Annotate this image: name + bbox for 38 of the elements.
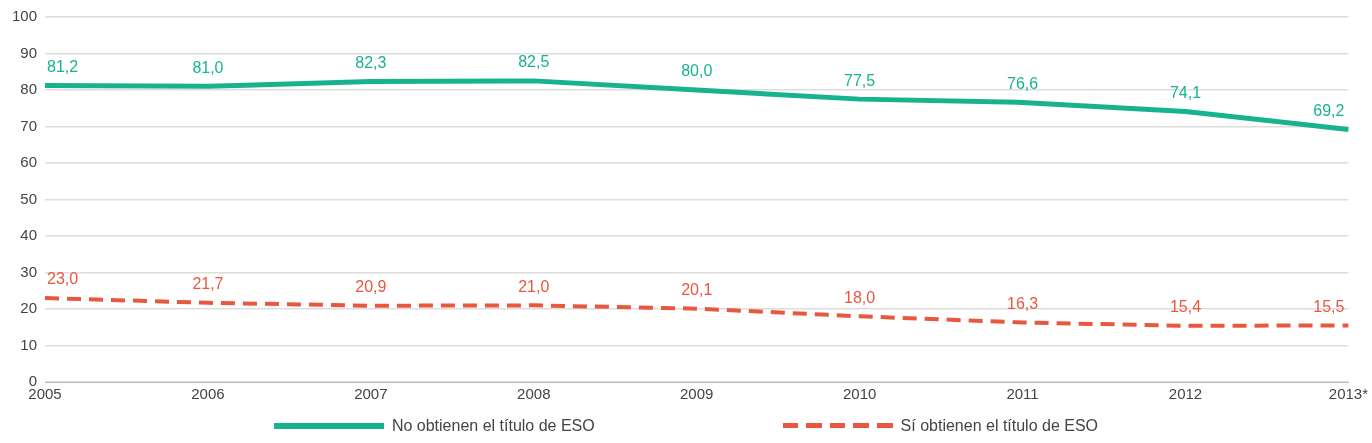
- y-tick-label: 20: [20, 299, 38, 317]
- data-label: 20,9: [355, 278, 387, 296]
- data-label: 82,5: [518, 53, 550, 71]
- x-tick-label: 2011: [1006, 385, 1039, 403]
- x-tick-label: 2010: [842, 385, 877, 403]
- y-tick-label: 50: [20, 189, 38, 207]
- data-label: 76,6: [1006, 74, 1039, 92]
- data-label: 15,4: [1169, 298, 1202, 316]
- data-label: 18,0: [844, 288, 876, 306]
- data-label: 81,0: [192, 58, 224, 76]
- data-label: 15,5: [1313, 297, 1345, 315]
- y-tick-label: 40: [20, 226, 38, 244]
- x-tick-label: 2007: [354, 385, 388, 403]
- data-label: 77,5: [844, 71, 876, 89]
- y-tick-label: 60: [20, 153, 38, 171]
- x-tick-label: 2009: [680, 385, 714, 403]
- data-label: 82,3: [355, 54, 387, 72]
- data-label: 80,0: [681, 62, 713, 80]
- y-tick-label: 80: [20, 80, 38, 98]
- data-label: 21,0: [518, 277, 550, 295]
- data-label: 69,2: [1313, 101, 1345, 119]
- data-label: 16,3: [1006, 294, 1039, 312]
- x-tick-label: 2012: [1168, 385, 1203, 403]
- legend-label: No obtienen el título de ESO: [391, 416, 595, 435]
- data-label: 23,0: [47, 270, 79, 288]
- x-tick-label: 2006: [191, 385, 225, 403]
- x-tick-label: 2013*: [1328, 385, 1369, 403]
- x-tick-label: 2008: [517, 385, 551, 403]
- y-tick-label: 10: [20, 335, 38, 353]
- data-label: 74,1: [1169, 83, 1202, 101]
- y-tick-label: 100: [12, 7, 38, 25]
- legend-label: Sí obtienen el título de ESO: [900, 416, 1099, 435]
- data-label: 21,7: [192, 275, 224, 293]
- y-tick-label: 30: [20, 262, 38, 280]
- data-label: 81,2: [47, 58, 79, 76]
- y-tick-label: 70: [20, 116, 38, 134]
- data-label: 20,1: [681, 281, 713, 299]
- y-tick-label: 90: [20, 43, 38, 61]
